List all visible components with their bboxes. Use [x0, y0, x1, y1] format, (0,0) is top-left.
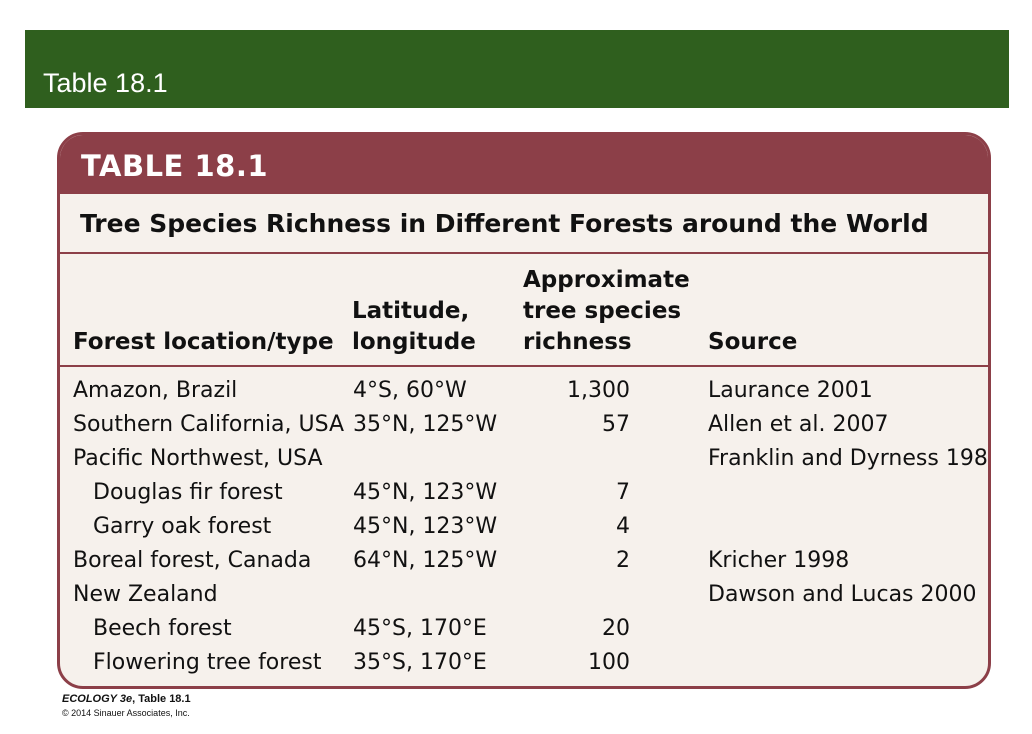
row-latlong: 45°N, 123°W — [353, 514, 498, 539]
row-location: Beech forest — [93, 616, 232, 641]
row-latlong: 64°N, 125°W — [353, 548, 498, 573]
row-richness: 2 — [616, 548, 630, 573]
row-richness: 20 — [602, 616, 630, 641]
row-location: New Zealand — [73, 582, 218, 607]
row-latlong: 35°S, 170°E — [353, 650, 487, 675]
row-source: Allen et al. 2007 — [708, 412, 889, 437]
row-latlong: 35°N, 125°W — [353, 412, 498, 437]
row-location: Pacific Northwest, USA — [73, 446, 323, 471]
slide-title: Table 18.1 — [43, 68, 168, 98]
row-richness: 4 — [616, 514, 630, 539]
header-divider — [60, 252, 988, 254]
row-location: Douglas fir forest — [93, 480, 283, 505]
row-latlong: 45°N, 123°W — [353, 480, 498, 505]
table-header-bar: TABLE 18.1 — [60, 135, 988, 194]
row-location: Flowering tree forest — [93, 650, 322, 675]
row-source: Laurance 2001 — [708, 378, 873, 403]
col-header-richness: Approximate tree species richness — [523, 267, 690, 355]
row-richness: 100 — [588, 650, 630, 675]
footer-copyright: © 2014 Sinauer Associates, Inc. — [62, 708, 190, 718]
row-location: Amazon, Brazil — [73, 378, 238, 403]
col-header-location: Forest location/type — [73, 329, 334, 355]
slide-banner: Table 18.1 — [25, 30, 1009, 108]
row-location: Southern California, USA — [73, 412, 345, 437]
row-richness: 7 — [616, 480, 630, 505]
row-location: Boreal forest, Canada — [73, 548, 312, 573]
column-header-divider — [60, 365, 988, 367]
row-latlong: 45°S, 170°E — [353, 616, 487, 641]
col-header-source: Source — [708, 329, 798, 355]
row-richness: 57 — [602, 412, 630, 437]
row-source: Kricher 1998 — [708, 548, 850, 573]
col-header-latlong: Latitude, longitude — [352, 298, 476, 355]
row-latlong: 4°S, 60°W — [353, 378, 467, 403]
row-source: Dawson and Lucas 2000 — [708, 582, 977, 607]
table-label: TABLE 18.1 — [81, 149, 269, 183]
footer-citation: ECOLOGY 3e, Table 18.1 — [62, 693, 191, 705]
row-source: Franklin and Dyrness 1988 — [708, 446, 991, 471]
row-richness: 1,300 — [567, 378, 630, 403]
table-card: TABLE 18.1 Tree Species Richness in Diff… — [57, 132, 991, 689]
table-title: Tree Species Richness in Different Fores… — [80, 209, 929, 238]
row-location: Garry oak forest — [93, 514, 272, 539]
